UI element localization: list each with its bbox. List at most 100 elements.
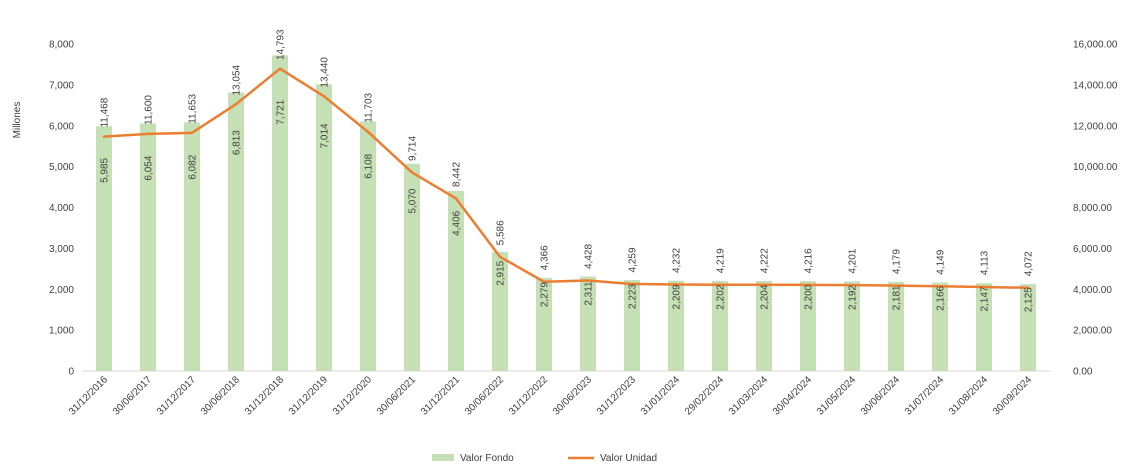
line-point [278, 67, 282, 70]
line-value-label: 8,442 [452, 162, 463, 187]
bar-value-label: 6,082 [188, 154, 199, 179]
x-tick-label: 31/12/2022 [507, 374, 550, 417]
line-point [762, 283, 766, 286]
bar [316, 84, 332, 372]
bar-value-label: 5,070 [408, 188, 419, 213]
line-point [850, 283, 854, 287]
y2-tick-label: 14,000.00 [1073, 80, 1118, 91]
line-point [322, 95, 326, 98]
x-tick-label: 30/04/2024 [771, 374, 814, 417]
bar [844, 281, 860, 371]
line-value-label: 4,366 [540, 245, 551, 270]
bar [1020, 284, 1036, 371]
bar [404, 163, 420, 371]
y-tick-label: 8,000 [49, 40, 74, 51]
line-point [454, 197, 458, 200]
line-point [718, 283, 722, 286]
x-tick-label: 30/09/2024 [991, 374, 1034, 417]
bar [140, 123, 156, 371]
x-tick-label: 31/12/2021 [419, 374, 462, 417]
line-value-label: 4,179 [892, 249, 903, 274]
y2-tick-label: 6,000.00 [1073, 244, 1112, 255]
line-point [366, 130, 370, 134]
y-tick-label: 4,000 [49, 203, 74, 214]
y-tick-label: 1,000 [49, 326, 74, 337]
line-point [806, 283, 810, 287]
line-value-label: 11,653 [188, 93, 199, 123]
bar-value-label: 6,813 [232, 130, 243, 155]
line-point [894, 284, 898, 287]
bar [184, 122, 200, 371]
bar-value-label: 2,166 [936, 285, 947, 310]
y-tick-label: 7,000 [49, 80, 74, 91]
y-tick-label: 5,000 [49, 162, 74, 173]
line-point [190, 131, 194, 135]
bar [492, 251, 508, 371]
bar [580, 276, 596, 371]
line-point [674, 283, 678, 286]
line-value-label: 4,072 [1024, 251, 1035, 276]
bar [228, 92, 244, 372]
bar [96, 126, 112, 371]
x-tick-label: 31/03/2024 [727, 374, 770, 417]
x-tick-label: 30/06/2022 [463, 374, 506, 417]
bar-data-labels: 5,985 6,054 6,082 6,813 7,721 7,014 6,108 5,070… [100, 99, 1035, 312]
line-value-label: 4,149 [936, 249, 947, 274]
line-point [586, 279, 590, 282]
bar [668, 280, 684, 371]
bar [976, 283, 992, 371]
line-value-label: 4,219 [716, 248, 727, 273]
x-tick-label: 30/06/2017 [111, 374, 154, 417]
bar-value-label: 5,985 [100, 157, 111, 182]
x-tick-label: 30/06/2023 [551, 374, 594, 417]
bar [448, 190, 464, 371]
line-value-label: 11,600 [144, 95, 155, 125]
x-tick-label: 31/12/2016 [67, 374, 110, 417]
line-value-label: 11,468 [100, 97, 111, 127]
y2-tick-label: 4,000.00 [1073, 285, 1112, 296]
right-axis-ticks: 0.00 2,000.00 4,000.00 6,000.00 8,000.00 10,0… [1073, 40, 1118, 378]
line-point [410, 171, 414, 174]
x-tick-label: 30/06/2024 [859, 374, 902, 417]
bar-value-label: 2,192 [848, 285, 859, 310]
line-value-label: 5,586 [496, 220, 507, 245]
bar-value-label: 2,915 [496, 260, 507, 285]
y-tick-label: 0 [68, 367, 74, 378]
line-point [234, 103, 238, 106]
line-value-label: 4,216 [804, 248, 815, 273]
bar [360, 121, 376, 371]
line-value-label: 14,793 [276, 29, 287, 60]
bar [888, 281, 904, 371]
x-tick-label: 31/12/2017 [155, 374, 198, 417]
line-point [542, 280, 546, 283]
bar-value-label: 2,209 [672, 284, 683, 309]
line-value-label: 9,714 [408, 136, 419, 161]
line-point [630, 282, 634, 286]
y2-tick-label: 12,000.00 [1073, 121, 1118, 132]
legend-label-valor-unidad: Valor Unidad [600, 453, 657, 464]
y-axis-title: Millones [12, 102, 23, 139]
line-series [102, 67, 1030, 290]
line-point [102, 135, 106, 138]
y2-tick-label: 10,000.00 [1073, 162, 1118, 173]
line-value-label: 13,054 [232, 64, 243, 95]
line-value-label: 4,259 [628, 247, 639, 272]
y2-tick-label: 8,000.00 [1073, 203, 1112, 214]
bar-value-label: 2,223 [628, 284, 639, 309]
line-value-label: 4,222 [760, 248, 771, 273]
line-value-label: 11,703 [364, 92, 375, 122]
bar [624, 280, 640, 371]
bar-value-label: 2,200 [804, 284, 815, 309]
bar [272, 55, 288, 372]
y-tick-label: 6,000 [49, 121, 74, 132]
bar-value-label: 2,202 [716, 284, 727, 309]
line-point [1026, 286, 1030, 289]
y-tick-label: 2,000 [49, 285, 74, 296]
bar-value-label: 2,311 [584, 281, 595, 306]
x-tick-label: 30/06/2018 [199, 374, 242, 417]
legend-label-valor-fondo: Valor Fondo [460, 453, 514, 464]
bar-value-label: 6,108 [364, 153, 375, 178]
bar [800, 281, 816, 371]
line-point [498, 255, 502, 259]
